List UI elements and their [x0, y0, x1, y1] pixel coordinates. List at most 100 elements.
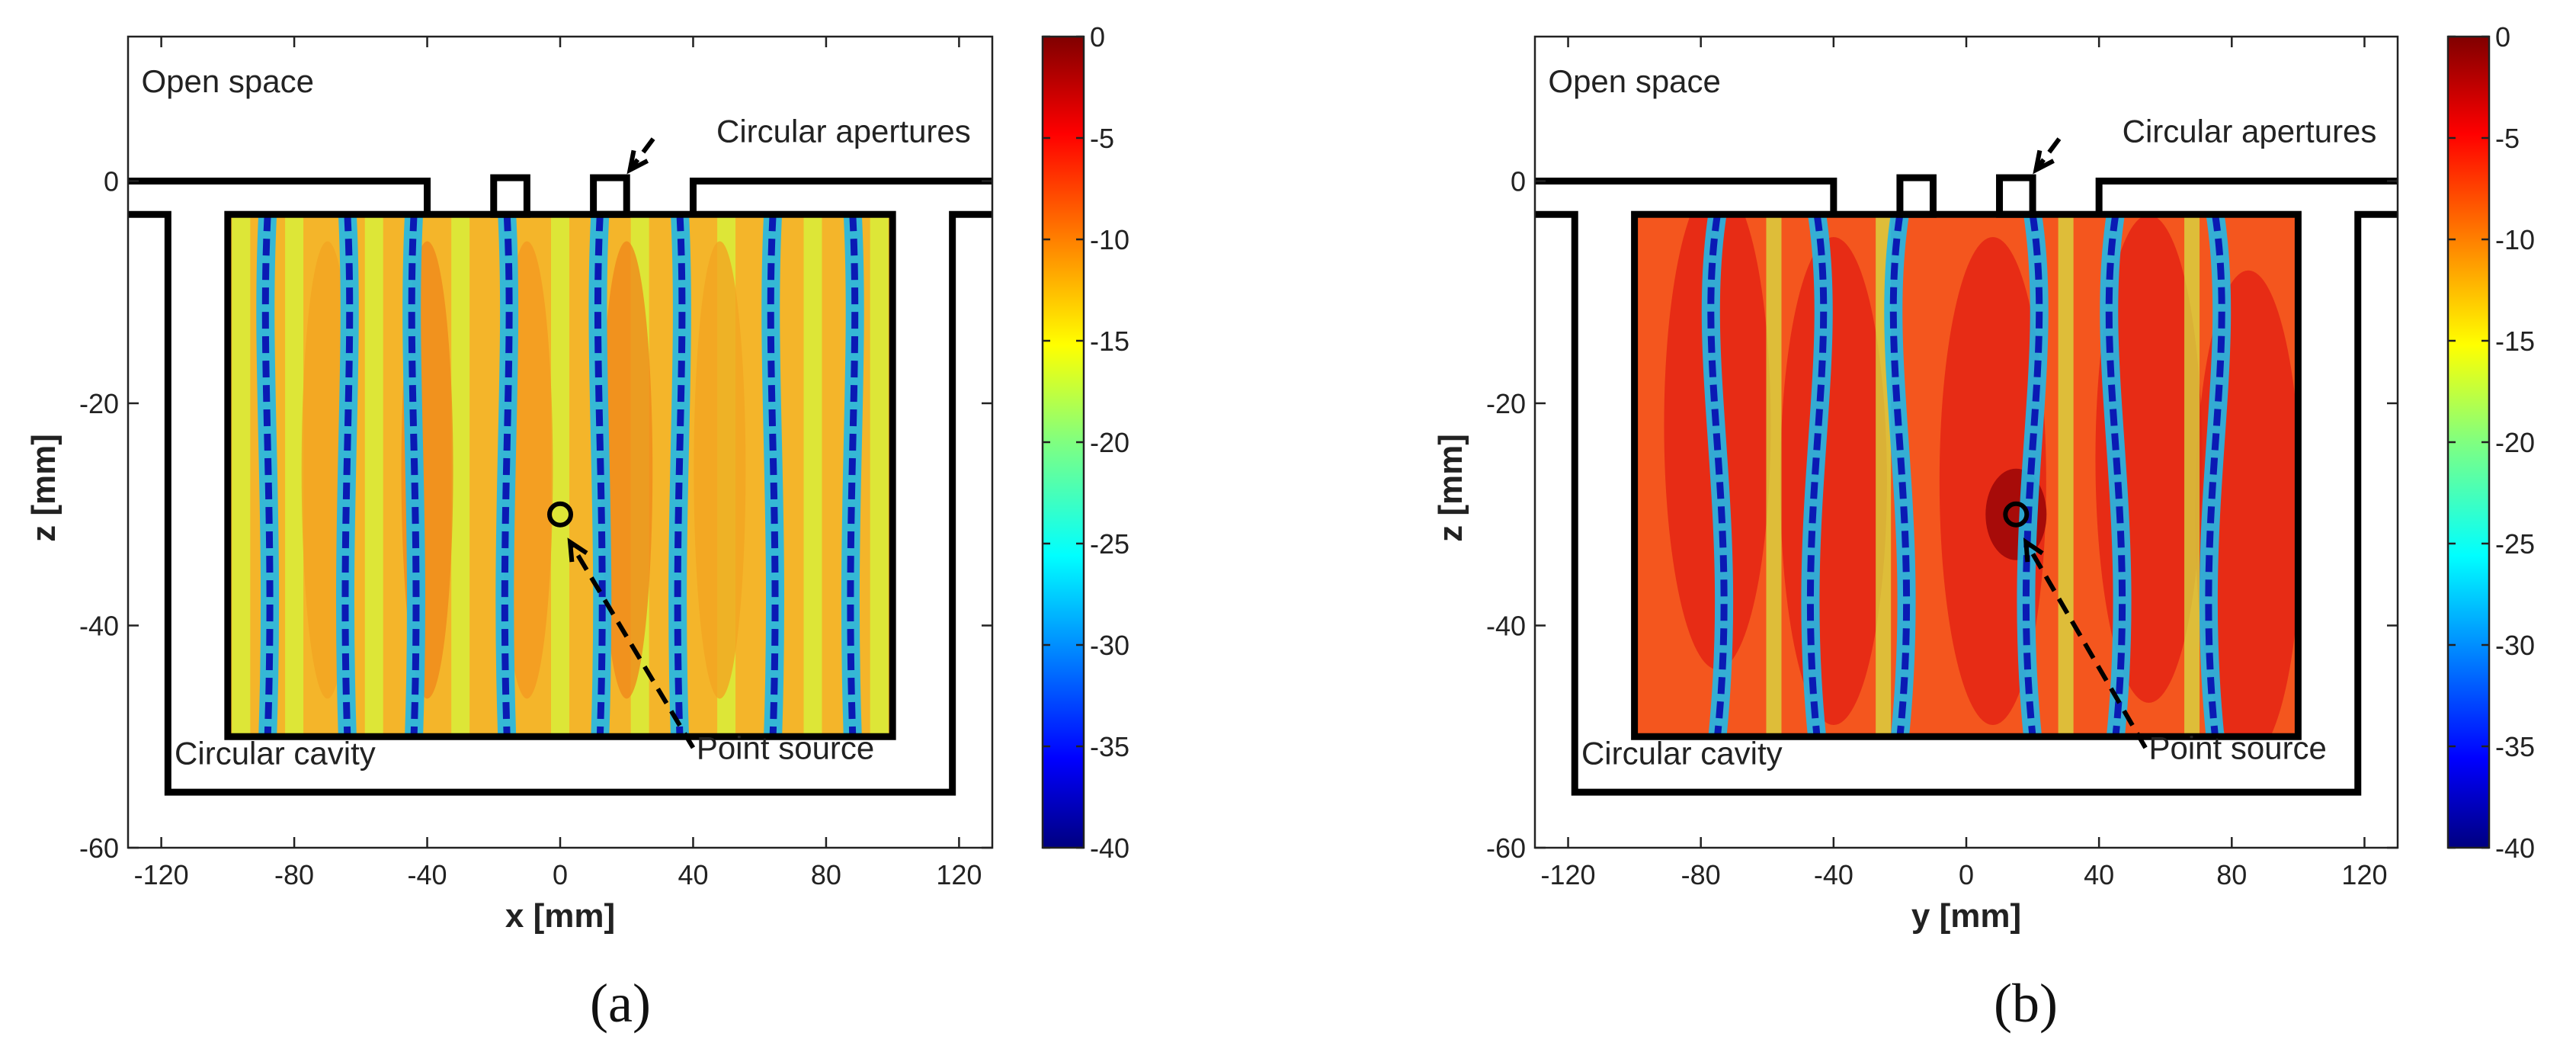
open-space-label: Open space [1548, 63, 1721, 99]
x-tick-label: -80 [1681, 859, 1721, 890]
aperture-1 [1896, 174, 1937, 218]
nodal-line [767, 214, 779, 737]
cavity-outline [128, 174, 992, 796]
x-tick-label: 120 [2341, 859, 2387, 890]
aperture-arrow-head [626, 149, 649, 175]
y-tick-label: -20 [1486, 388, 1526, 419]
field-band [2058, 214, 2074, 737]
colorbar-tick-label: -10 [2495, 224, 2535, 255]
field-band [2184, 214, 2200, 737]
colorbar-tick-label: -40 [1090, 832, 1129, 864]
inner-cavity-wall [1631, 210, 2302, 740]
x-tick-label: 120 [936, 859, 982, 890]
y-tick-label: -40 [1486, 610, 1526, 641]
open-space-label: Open space [141, 63, 314, 99]
x-tick-label: -40 [408, 859, 447, 890]
x-tick-label: 0 [1959, 859, 1974, 890]
nodal-line [674, 214, 686, 737]
aperture-arrow-head [2033, 149, 2055, 175]
colorbar-tick-label: -20 [1090, 427, 1129, 458]
apertures-label: Circular apertures [2123, 113, 2377, 149]
point-source-marker [2003, 501, 2030, 528]
panel-a: Open space Circular apertures Circular cav… [25, 21, 1129, 1034]
source-arrow-head [567, 537, 588, 563]
colorbar-tick-label: -15 [1090, 326, 1129, 357]
point-source-label: Point source [697, 730, 874, 765]
y-tick-label: -40 [79, 610, 119, 641]
colorbar-tick-label: -5 [2495, 123, 2520, 154]
screen-right-top [2095, 177, 2398, 215]
colorbar-tick-label: -30 [1090, 630, 1129, 661]
y-tick-label: -60 [79, 832, 119, 864]
colorbar-tick-label: -40 [2495, 832, 2535, 864]
cavity-label: Circular cavity [1581, 736, 1783, 772]
field-band [870, 214, 889, 737]
x-tick-label: 40 [2084, 859, 2114, 890]
screen-left-top [128, 177, 431, 215]
screen-right-top [689, 177, 992, 215]
x-tick-label: 40 [678, 859, 708, 890]
colorbar-tick-label: 0 [2495, 21, 2510, 53]
inner-cavity-wall [224, 210, 896, 740]
field-lobe [1780, 237, 1887, 726]
colorbar-tick-label: -15 [2495, 326, 2535, 357]
aperture-1 [490, 174, 530, 218]
nodal-line [594, 214, 606, 737]
y-axis-label: z [mm] [1432, 434, 1469, 542]
x-tick-label: -40 [1814, 859, 1854, 890]
field-band [232, 214, 251, 737]
x-tick-label: 80 [811, 859, 841, 890]
field-band [551, 214, 569, 737]
nodal-line [2022, 214, 2043, 737]
colorbar-tick-label: -5 [1090, 123, 1114, 154]
field-lobe [694, 241, 746, 699]
nodal-line [1707, 214, 1728, 737]
nodal-line [2105, 214, 2126, 737]
source-arrow [568, 541, 696, 749]
point-source-label: Point source [2148, 730, 2326, 765]
nodal-line [501, 214, 513, 737]
x-tick-label: -80 [274, 859, 314, 890]
apertures-label: Circular apertures [716, 113, 971, 149]
field-lobe [601, 241, 653, 699]
screen-left-top [1535, 177, 1837, 215]
outer-cavity-wall [1535, 210, 2398, 796]
x-tick-label: 80 [2216, 859, 2247, 890]
colorbar-tick-label: -35 [1090, 731, 1129, 762]
nodal-line [1889, 214, 1911, 737]
colorbar-tick-label: -20 [2495, 427, 2535, 458]
nodal-line [408, 214, 420, 737]
aperture-2 [590, 174, 630, 218]
field-band [803, 214, 822, 737]
x-tick-label: -120 [134, 859, 189, 890]
colorbar-tick-label: -30 [2495, 630, 2535, 661]
x-axis-label: y [mm] [1911, 897, 2021, 935]
aperture-arrow [2034, 137, 2062, 172]
nodal-line [847, 214, 859, 737]
field-heatmap [227, 214, 893, 737]
colorbar-tick-label: -35 [2495, 731, 2535, 762]
colorbar-tick-label: -10 [1090, 224, 1129, 255]
y-tick-label: -60 [1486, 832, 1526, 864]
field-heatmap [1634, 214, 2299, 737]
x-tick-label: -120 [1541, 859, 1596, 890]
outer-cavity-wall [128, 210, 992, 796]
panel-label: (a) [590, 973, 651, 1034]
point-source-marker [547, 501, 573, 528]
y-tick-label: -20 [79, 388, 119, 419]
source-arrow [2023, 541, 2148, 749]
field-band [285, 214, 304, 737]
y-axis-label: z [mm] [25, 434, 62, 542]
field-band [1766, 214, 1782, 737]
cavity-outline [1535, 174, 2398, 796]
colorbar-tick-label: 0 [1090, 21, 1105, 53]
panel-label: (b) [1994, 973, 2058, 1034]
x-axis-label: x [mm] [505, 897, 615, 935]
x-tick-label: 0 [553, 859, 568, 890]
colorbar-tick-label: -25 [2495, 528, 2535, 560]
source-arrow-head [2023, 537, 2044, 563]
colorbar-tick-label: -25 [1090, 528, 1129, 560]
nodal-line [2205, 214, 2225, 737]
nodal-line [1806, 214, 1828, 737]
